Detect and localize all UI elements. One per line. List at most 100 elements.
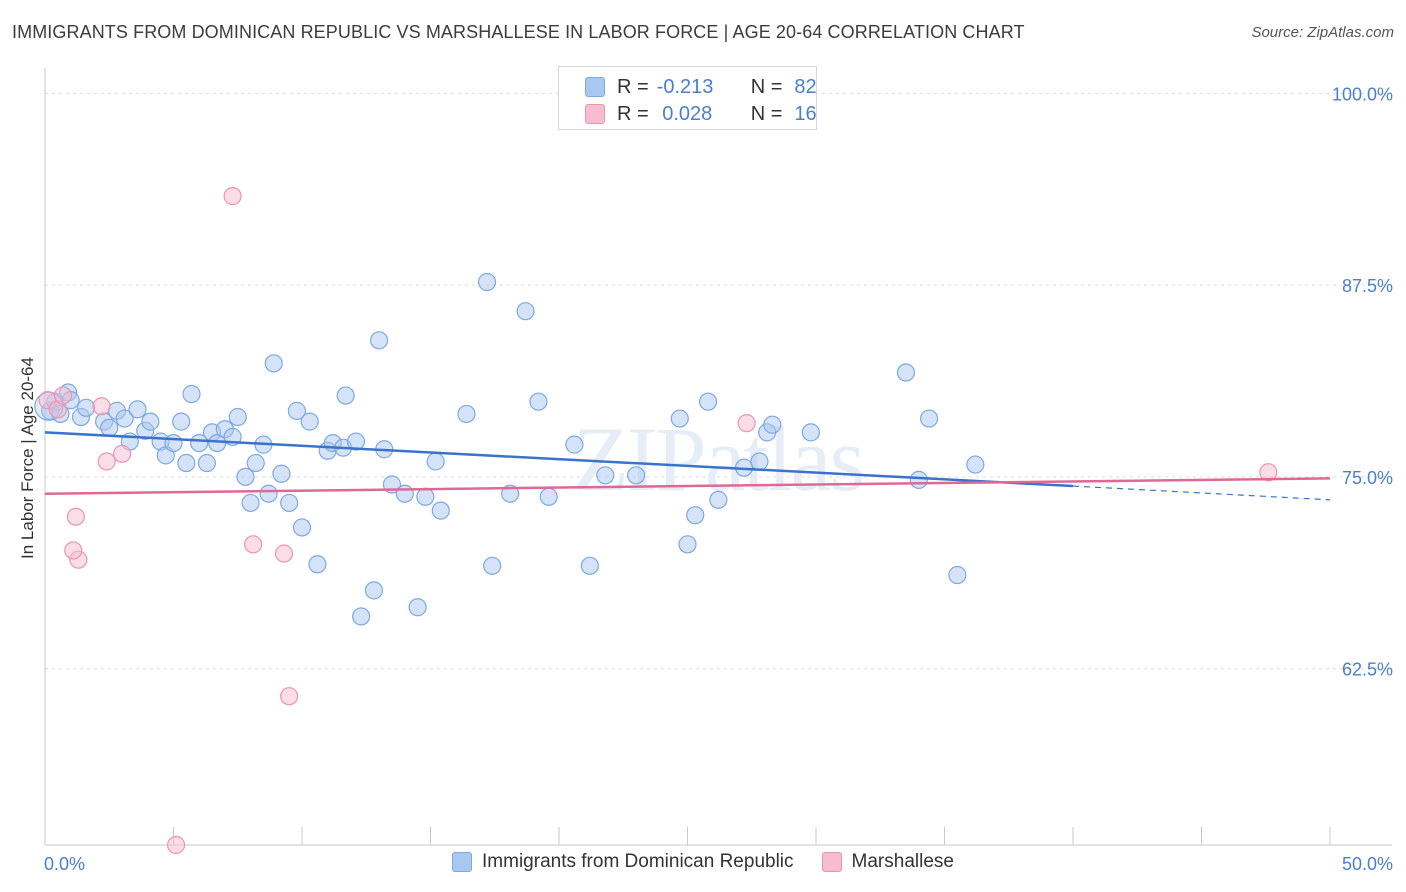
legend-item-dominican[interactable]: Immigrants from Dominican Republic — [452, 851, 794, 873]
data-point — [919, 409, 939, 428]
data-point — [264, 354, 283, 373]
legend-swatch — [821, 852, 842, 872]
data-point — [97, 452, 116, 471]
data-point — [966, 455, 985, 474]
legend-label: Marshallese — [851, 851, 954, 872]
data-point — [909, 470, 928, 490]
data-point — [483, 556, 502, 575]
data-point — [352, 607, 371, 626]
y-tick-label: 75.0% — [1342, 468, 1393, 488]
data-point — [896, 363, 916, 382]
y-axis-label: In Labor Force | Age 20-64 — [18, 357, 37, 559]
data-point — [177, 453, 196, 473]
r-value: -0.213 — [656, 75, 714, 98]
data-point — [336, 386, 355, 405]
data-point — [948, 565, 967, 585]
data-point — [626, 466, 646, 485]
trend-line — [44, 477, 1331, 495]
trend-line-extension — [1072, 485, 1331, 501]
legend-swatch — [585, 77, 605, 97]
r-label: R = — [617, 102, 649, 125]
data-point — [763, 415, 782, 434]
legend-label: Immigrants from Dominican Republic — [482, 851, 794, 872]
data-point — [244, 535, 263, 554]
data-point — [100, 418, 119, 437]
data-point — [686, 506, 705, 525]
y-tick-label: 62.5% — [1342, 660, 1393, 680]
data-point — [197, 453, 217, 473]
data-point — [274, 544, 294, 563]
stats-legend: R = -0.213 N = 82 R = 0.028 N = 16 — [558, 66, 817, 130]
data-point — [236, 467, 255, 486]
x-tick-label: 50.0% — [1342, 854, 1393, 874]
data-point — [678, 535, 697, 554]
x-tick-label: 0.0% — [44, 854, 85, 874]
legend-row-dominican: R = -0.213 N = 82 — [585, 75, 817, 99]
data-point — [280, 687, 299, 706]
r-label: R = — [617, 75, 649, 98]
data-point — [529, 392, 548, 411]
data-point — [53, 386, 73, 405]
data-point — [698, 392, 718, 411]
data-point — [457, 404, 476, 424]
data-point — [565, 435, 584, 454]
data-point — [92, 397, 111, 416]
data-point — [408, 598, 427, 617]
legend-row-marshallese: R = 0.028 N = 16 — [585, 102, 817, 126]
data-point — [477, 272, 497, 292]
data-point — [228, 407, 247, 427]
y-tick-label: 100.0% — [1332, 84, 1393, 104]
data-point — [580, 556, 599, 575]
data-point — [182, 384, 201, 404]
data-point — [172, 412, 191, 431]
data-point — [164, 433, 183, 453]
grid-lines — [45, 92, 1392, 670]
data-point — [112, 444, 132, 463]
n-value: 16 — [794, 102, 817, 125]
n-label: N = — [750, 102, 783, 125]
x-tick-labels: 0.0% 50.0% — [44, 854, 1393, 874]
data-point — [1259, 463, 1278, 482]
data-point — [431, 501, 450, 520]
legend-item-marshallese[interactable]: Marshallese — [821, 851, 954, 873]
data-point — [141, 412, 160, 431]
data-point — [670, 409, 689, 428]
data-point — [395, 484, 414, 503]
data-point — [300, 412, 319, 431]
r-value: 0.028 — [656, 102, 713, 125]
data-point — [416, 487, 435, 506]
data-point — [750, 452, 769, 471]
data-point — [223, 187, 242, 206]
y-tick-labels: 62.5% 75.0% 87.5% 100.0% — [1332, 84, 1393, 679]
data-point — [308, 555, 327, 574]
n-value: 82 — [794, 75, 817, 98]
data-point — [77, 398, 96, 417]
data-point — [208, 433, 227, 453]
data-point — [426, 452, 445, 471]
data-point — [115, 409, 134, 428]
data-point — [501, 484, 520, 503]
data-point — [272, 464, 291, 483]
data-point — [287, 401, 306, 420]
data-point — [516, 302, 535, 321]
data-point — [128, 400, 147, 419]
axes — [44, 68, 1392, 846]
series-legend: Immigrants from Dominican Republic Marsh… — [0, 851, 1406, 873]
data-point — [241, 493, 260, 513]
trend-lines — [44, 431, 1331, 501]
data-point — [709, 490, 728, 509]
data-point — [280, 493, 299, 513]
n-label: N = — [750, 75, 783, 98]
data-point — [346, 432, 366, 451]
legend-swatch — [452, 852, 473, 872]
data-point — [596, 466, 615, 485]
data-point — [246, 453, 265, 473]
trend-line — [44, 431, 1074, 488]
data-point — [801, 423, 820, 442]
data-point — [364, 581, 384, 600]
data-point — [539, 487, 558, 506]
series-marshallese-points — [38, 187, 1278, 855]
data-point — [259, 484, 278, 503]
source-label: Source: ZipAtlas.com — [1251, 24, 1394, 41]
